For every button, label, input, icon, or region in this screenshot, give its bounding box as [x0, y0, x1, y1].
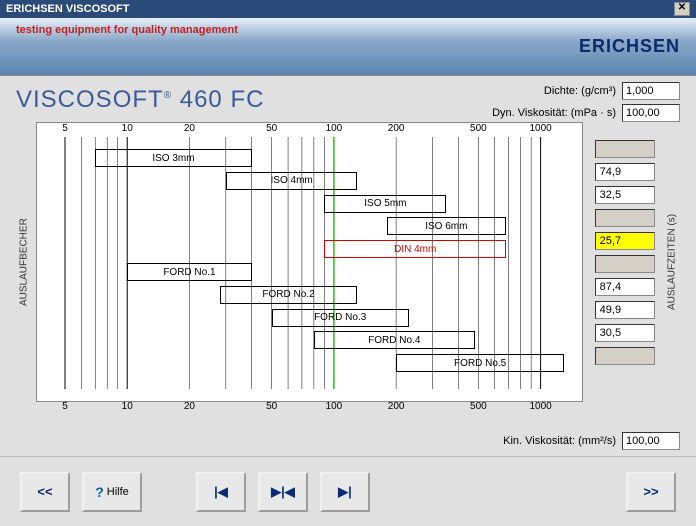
kin-visc-row: Kin. Viskosität: (mm²/s)	[503, 432, 680, 450]
cup-bar[interactable]: FORD No.4	[314, 331, 475, 349]
runtime-value[interactable]	[595, 255, 655, 273]
tick-label: 200	[388, 401, 405, 412]
tick-label: 5	[62, 401, 68, 412]
cup-bar[interactable]: ISO 6mm	[387, 217, 506, 235]
center-button[interactable]: ▶|◀	[258, 472, 308, 512]
back-button[interactable]: <<	[20, 472, 70, 512]
tick-label: 200	[388, 123, 405, 134]
runtime-value[interactable]	[595, 347, 655, 365]
tick-label: 10	[122, 123, 133, 134]
cup-bar[interactable]: ISO 5mm	[324, 195, 446, 213]
last-button[interactable]: ▶|	[320, 472, 370, 512]
cup-bar[interactable]: FORD No.3	[272, 309, 409, 327]
kin-visc-input[interactable]	[622, 432, 680, 450]
tick-label: 500	[470, 401, 487, 412]
top-fields: Dichte: (g/cm³) Dyn. Viskosität: (mPa · …	[492, 82, 680, 126]
tick-label: 50	[266, 123, 277, 134]
tick-label: 500	[470, 123, 487, 134]
runtime-values: 74,9 32,5 25,7 87,4 49,9 30,5	[595, 122, 664, 402]
runtime-value[interactable]	[595, 140, 655, 158]
tick-label: 1000	[529, 401, 551, 412]
tick-label: 100	[326, 123, 343, 134]
runtime-value[interactable]: 25,7	[595, 232, 655, 250]
tick-label: 5	[62, 123, 68, 134]
kin-visc-label: Kin. Viskosität: (mm²/s)	[503, 435, 616, 447]
cup-bar[interactable]: FORD No.2	[220, 286, 358, 304]
runtime-value[interactable]	[595, 209, 655, 227]
runtime-value[interactable]: 74,9	[595, 163, 655, 181]
cup-bar[interactable]: FORD No.1	[127, 263, 251, 281]
main-content: VISCOSOFT® 460 FC Dichte: (g/cm³) Dyn. V…	[0, 76, 696, 456]
dyn-visc-label: Dyn. Viskosität: (mPa · s)	[492, 107, 616, 119]
nav-bar: << ? Hilfe |◀ ▶|◀ ▶| >>	[0, 456, 696, 526]
runtime-value[interactable]: 30,5	[595, 324, 655, 342]
cup-bar[interactable]: DIN 4mm	[324, 240, 506, 258]
runtime-value[interactable]: 87,4	[595, 278, 655, 296]
cup-bar[interactable]: ISO 3mm	[95, 149, 251, 167]
window-title: ERICHSEN VISCOSOFT	[6, 3, 129, 15]
density-input[interactable]	[622, 82, 680, 100]
brand-logo: ERICHSEN	[579, 36, 680, 57]
runtime-value[interactable]: 32,5	[595, 186, 655, 204]
close-icon[interactable]: ✕	[674, 2, 690, 16]
runtime-value[interactable]: 49,9	[595, 301, 655, 319]
tick-label: 20	[184, 401, 195, 412]
banner: testing equipment for quality management…	[0, 18, 696, 76]
y-axis-right-label: AUSLAUFZEITEN (s)	[664, 122, 680, 402]
density-label: Dichte: (g/cm³)	[544, 85, 616, 97]
cup-bar[interactable]: ISO 4mm	[226, 172, 358, 190]
help-icon: ?	[95, 484, 104, 500]
title-bar: ERICHSEN VISCOSOFT ✕	[0, 0, 696, 18]
dyn-visc-input[interactable]	[622, 104, 680, 122]
tick-label: 1000	[529, 123, 551, 134]
tagline: testing equipment for quality management	[16, 24, 238, 36]
y-axis-left-label: AUSLAUFBECHER	[16, 122, 32, 402]
tick-label: 20	[184, 123, 195, 134]
forward-button[interactable]: >>	[626, 472, 676, 512]
help-button[interactable]: ? Hilfe	[82, 472, 142, 512]
first-button[interactable]: |◀	[196, 472, 246, 512]
viscosity-chart: 51020501002005001000 5102050100200500100…	[36, 122, 583, 402]
tick-label: 50	[266, 401, 277, 412]
tick-label: 100	[326, 401, 343, 412]
tick-label: 10	[122, 401, 133, 412]
cup-bar[interactable]: FORD No.5	[396, 354, 564, 372]
